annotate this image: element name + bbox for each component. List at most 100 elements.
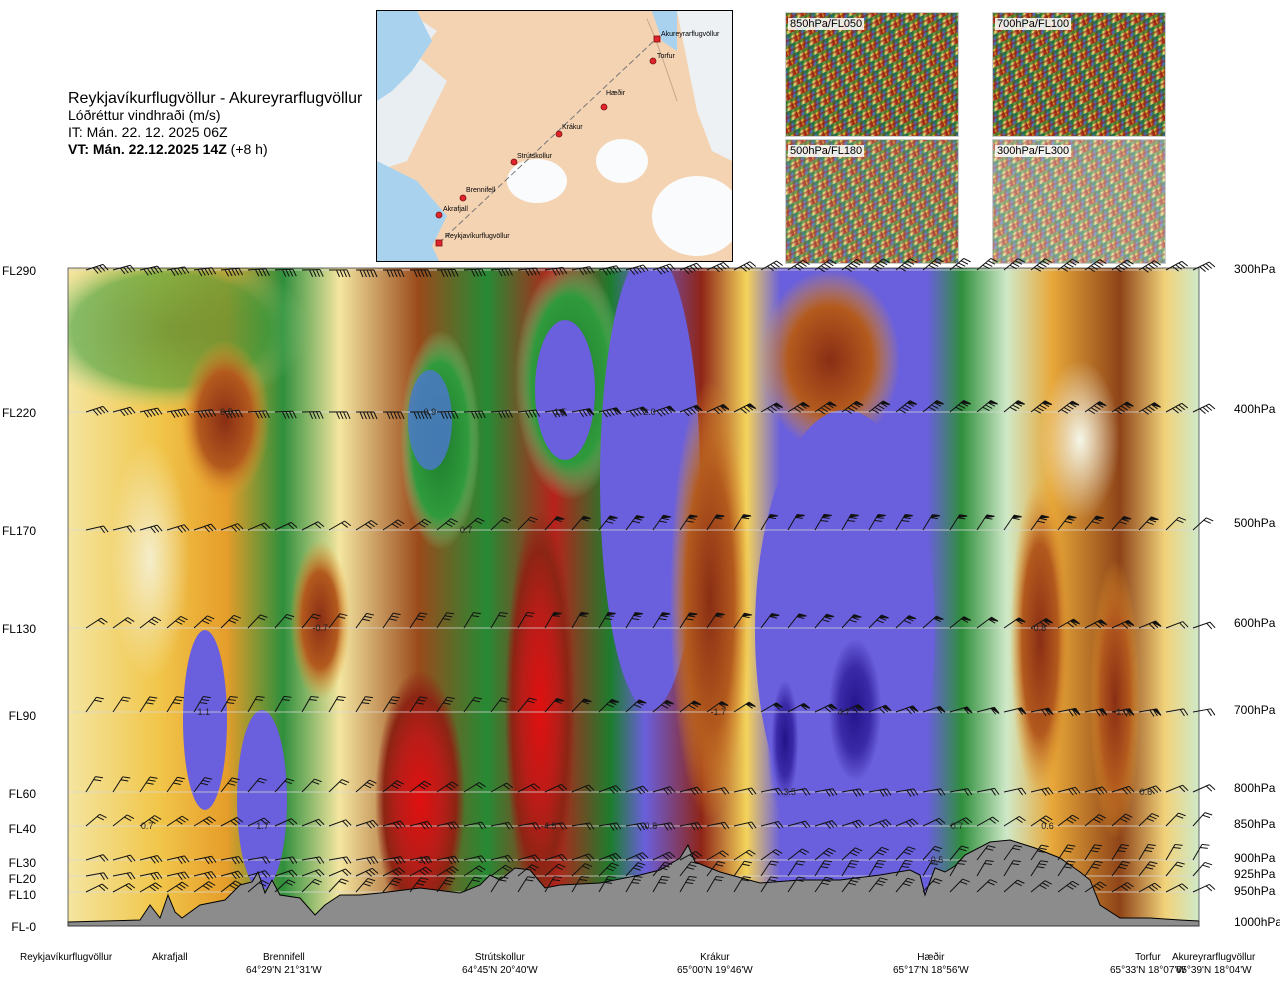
wind-barb — [1030, 618, 1054, 629]
wind-barb — [85, 883, 109, 893]
location-brennifell: Brennifell 64°29'N 21°31'W — [246, 951, 322, 977]
thumbnail-300hpa-graphic — [993, 140, 1165, 263]
wind-barb — [328, 779, 350, 793]
wind-barb — [1030, 400, 1053, 414]
wind-barb — [517, 864, 539, 877]
wind-barb — [949, 399, 972, 413]
wind-barb — [679, 514, 699, 531]
wind-barb — [1084, 401, 1107, 415]
wind-barb — [841, 614, 863, 629]
level-label-950hpa: 950hPa — [1234, 884, 1276, 898]
wind-barb — [922, 859, 940, 877]
wind-barb — [112, 696, 131, 713]
map-marker-krakur[interactable] — [555, 130, 563, 138]
location-name: Strútskollur — [474, 952, 525, 963]
wind-barb — [976, 860, 994, 877]
wind-barb — [436, 781, 459, 793]
wind-barb — [85, 813, 107, 827]
wind-barb — [355, 269, 378, 278]
value-label: 1.7 — [256, 821, 269, 831]
wind-barb — [679, 404, 703, 417]
location-name: Reykjavíkurflugvöllur — [20, 952, 113, 963]
wind-barb — [328, 269, 351, 278]
wind-barb — [679, 850, 703, 861]
wind-barb — [868, 614, 890, 629]
level-label-fl60: FL60 — [8, 787, 36, 801]
wind-barb — [274, 818, 298, 827]
thumbnail-500hpa[interactable]: 500hPa/FL180 — [785, 139, 959, 264]
wind-barb — [166, 871, 190, 880]
wind-barb — [139, 882, 162, 893]
wind-barb — [1003, 860, 1021, 877]
wind-barb — [625, 264, 649, 276]
wind-barb — [301, 818, 325, 827]
wind-barb — [1084, 881, 1107, 893]
wind-barb — [1003, 815, 1026, 827]
wind-barb — [1003, 617, 1026, 629]
wind-barb — [1138, 516, 1160, 531]
wind-barb — [274, 856, 298, 865]
wind-barb — [922, 817, 946, 827]
wind-barb — [1165, 861, 1185, 877]
wind-barb — [1165, 621, 1189, 629]
map-marker-strutskollur[interactable] — [510, 158, 518, 166]
wind-barb — [139, 776, 158, 793]
level-label-fl170: FL170 — [1, 524, 36, 538]
issue-time: IT: Mán. 22. 12. 2025 06Z — [68, 124, 228, 140]
wind-barb — [355, 867, 379, 877]
wind-barb — [1111, 515, 1132, 531]
wind-barb — [787, 876, 806, 893]
map-marker-haedir[interactable] — [600, 103, 608, 111]
wind-barb — [220, 777, 240, 793]
wind-barb — [436, 612, 455, 629]
wind-barb — [247, 522, 271, 531]
wind-barb — [1192, 843, 1210, 861]
wind-barb — [247, 856, 271, 864]
wind-barb — [301, 411, 324, 420]
wind-barb — [733, 612, 753, 629]
wind-barb — [1138, 785, 1162, 795]
map-marker-akrafjall[interactable] — [435, 211, 443, 219]
wind-barb — [841, 847, 863, 861]
wind-barb — [463, 855, 487, 863]
location-name: Akureyrarflugvöllur — [1172, 952, 1256, 963]
wind-barb — [679, 786, 703, 796]
location-torfur: Torfur 65°33'N 18°07'W — [1110, 951, 1186, 977]
thumbnail-700hpa[interactable]: 700hPa/FL100 — [992, 12, 1166, 137]
wind-barb — [220, 267, 244, 277]
location-strutskollur: Strútskollur 64°45'N 20°40'W — [462, 951, 538, 977]
wind-barb — [382, 411, 405, 420]
map-marker-brennifell[interactable] — [459, 194, 467, 202]
map-marker-torfur[interactable] — [649, 57, 657, 65]
wind-barb — [544, 516, 566, 531]
wind-barb — [112, 854, 136, 863]
wind-barb — [463, 821, 487, 830]
wind-barb — [814, 820, 838, 829]
valid-time-value: VT: Mán. 22.12.2025 14Z — [68, 141, 227, 157]
wind-barb — [976, 616, 999, 629]
wind-barb — [706, 612, 726, 629]
wind-barb — [895, 615, 917, 629]
value-label: -1.0 — [1113, 707, 1129, 717]
wind-barb — [517, 822, 541, 830]
wind-barb — [436, 866, 459, 877]
wind-barb — [247, 879, 269, 893]
wind-barb — [1111, 813, 1133, 827]
wind-barb — [733, 787, 757, 796]
wind-barb — [328, 613, 348, 629]
wind-barb — [166, 696, 185, 713]
wind-barb — [220, 816, 244, 827]
wind-barb — [1192, 812, 1213, 827]
wind-barb — [85, 405, 109, 416]
value-label: -0.8 — [642, 821, 658, 831]
wind-barb — [787, 613, 808, 629]
wind-barb — [544, 876, 562, 893]
route-map[interactable]: Akureyrarflugvöllur Torfur Hæðir Krákur … — [376, 10, 733, 262]
wind-barb — [301, 269, 324, 278]
map-marker-reykjavik[interactable] — [435, 239, 443, 247]
wind-barb — [1084, 259, 1107, 273]
wind-barb — [895, 400, 918, 414]
thumbnail-300hpa[interactable]: 300hPa/FL300 — [992, 139, 1166, 264]
map-marker-akureyri[interactable] — [653, 35, 661, 43]
thumbnail-850hpa[interactable]: 850hPa/FL050 — [785, 12, 959, 137]
